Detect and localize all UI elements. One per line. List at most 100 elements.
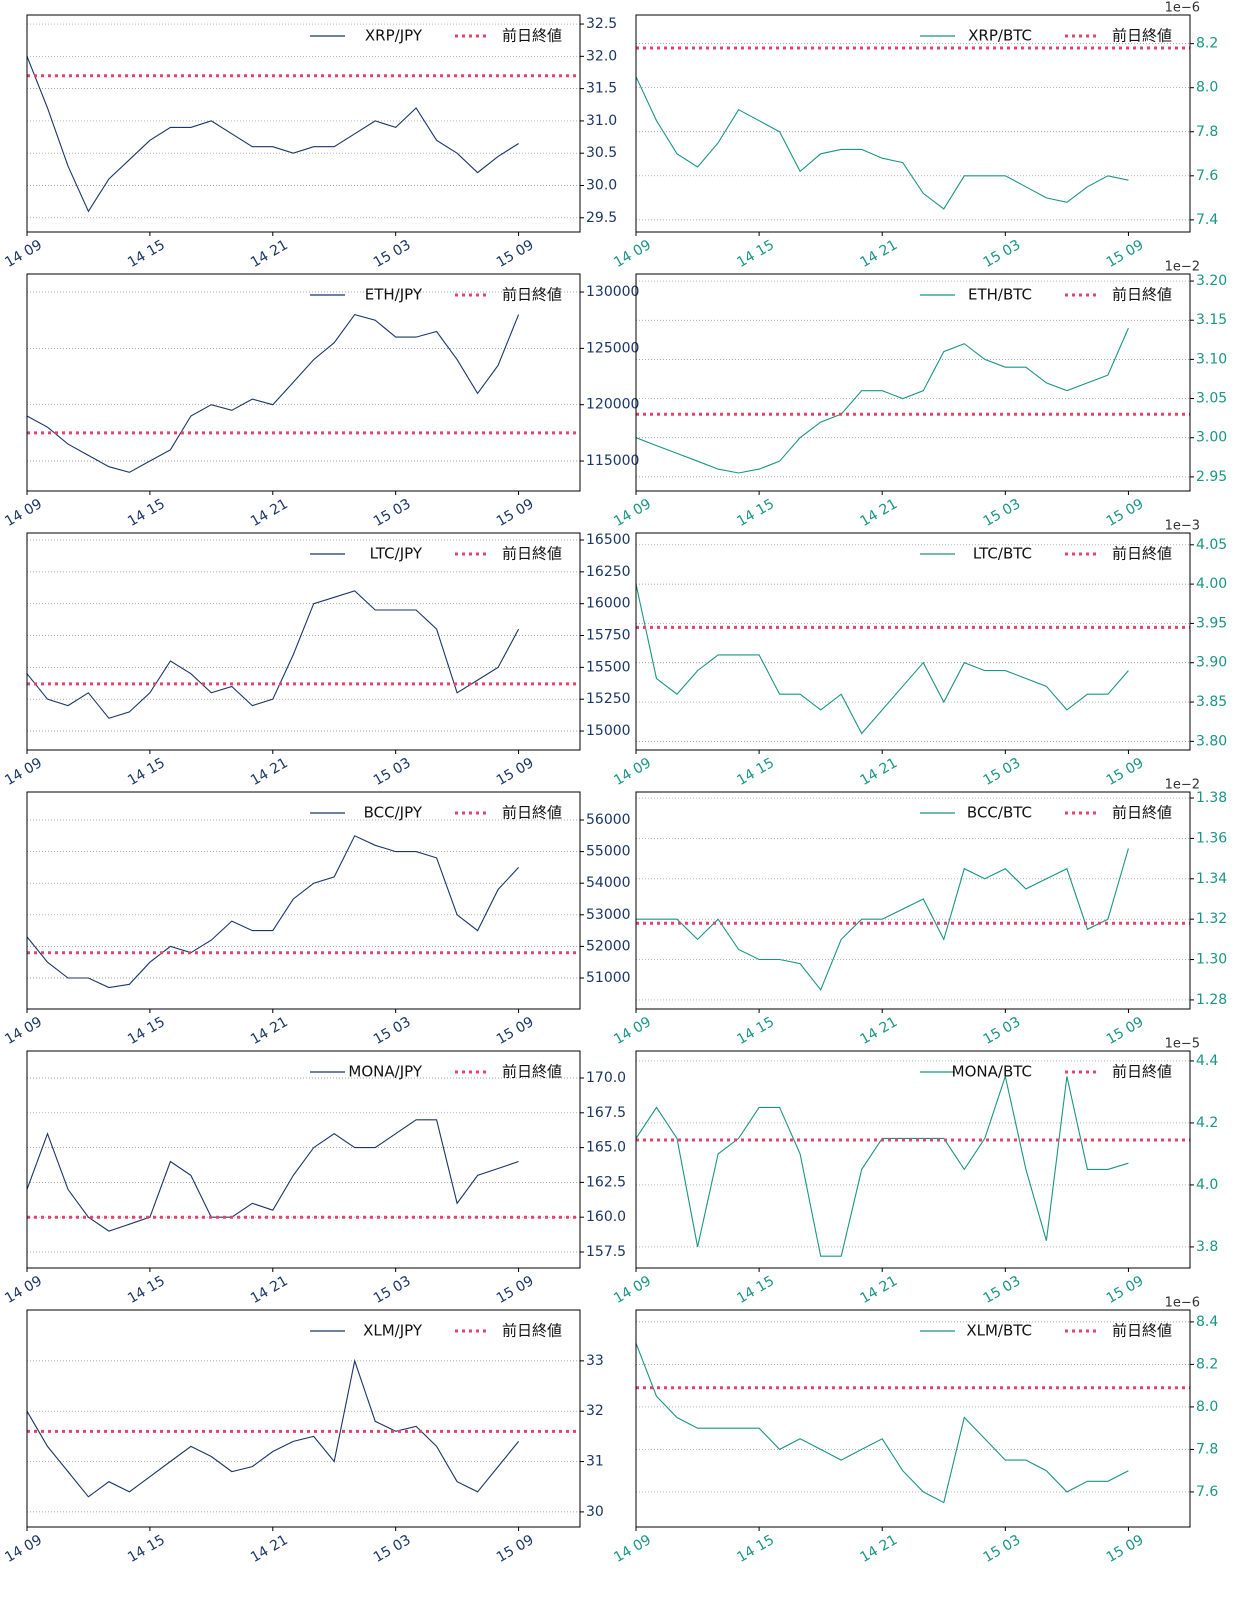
price-line (26, 313, 520, 473)
y-tick-label: 3.80 (1196, 733, 1227, 749)
y-tick-label: 33 (586, 1353, 604, 1369)
x-tick-label: 14 15 (734, 237, 777, 271)
y-tick-label: 31 (586, 1454, 604, 1470)
y-tick-label: 51000 (586, 970, 631, 986)
x-tick-label: 15 03 (371, 1014, 414, 1048)
y-tick-label: 125000 (586, 340, 639, 356)
x-tick-label: 15 09 (494, 496, 537, 530)
y-tick-label: 52000 (586, 938, 631, 954)
offset-text: 1e−5 (1165, 1037, 1200, 1052)
y-tick-label: 8.0 (1196, 1399, 1218, 1415)
plot-frame (635, 273, 1191, 492)
x-tick-label: 15 09 (494, 755, 537, 789)
legend-label: XRP/JPY (365, 27, 423, 45)
y-tick-label: 16500 (586, 532, 631, 548)
x-tick-label: 14 09 (2, 1014, 45, 1048)
legend-label: MONA/BTC (952, 1063, 1032, 1081)
x-tick-label: 15 09 (494, 1014, 537, 1048)
price-line (635, 76, 1129, 210)
legend-label: 前日終値 (502, 286, 562, 304)
y-tick-label: 8.4 (1196, 1314, 1218, 1330)
x-tick-label: 14 21 (248, 755, 291, 789)
plot-frame (26, 1309, 581, 1528)
plot-frame (26, 273, 581, 492)
x-tick-label: 14 09 (611, 237, 654, 271)
y-tick-label: 1.30 (1196, 952, 1227, 968)
y-tick-label: 7.4 (1196, 212, 1218, 228)
x-tick-label: 14 21 (248, 1014, 291, 1048)
legend-label: MONA/JPY (348, 1063, 422, 1081)
y-tick-label: 165.0 (586, 1140, 626, 1156)
legend-label: BCC/BTC (967, 804, 1032, 822)
legend-label: 前日終値 (502, 1063, 562, 1081)
x-tick-label: 14 15 (125, 1014, 168, 1048)
x-tick-label: 15 09 (1104, 755, 1147, 789)
x-tick-label: 15 03 (371, 1532, 414, 1566)
x-tick-label: 14 09 (2, 1532, 45, 1566)
legend-label: XRP/BTC (968, 27, 1032, 45)
x-tick-label: 15 09 (494, 1273, 537, 1307)
y-tick-label: 16250 (586, 564, 631, 580)
y-tick-label: 3.15 (1196, 312, 1227, 328)
y-tick-label: 3.90 (1196, 655, 1227, 671)
y-tick-label: 130000 (586, 284, 639, 300)
price-line (26, 1358, 520, 1498)
y-tick-label: 8.2 (1196, 1356, 1218, 1372)
y-tick-label: 1.36 (1196, 830, 1227, 846)
y-tick-label: 15000 (586, 723, 631, 739)
x-tick-label: 14 09 (2, 237, 45, 271)
y-tick-label: 31.5 (586, 81, 617, 97)
y-tick-label: 8.0 (1196, 80, 1218, 96)
offset-text: 1e−6 (1165, 1, 1200, 16)
y-tick-label: 55000 (586, 844, 631, 860)
legend-label: XLM/JPY (363, 1322, 423, 1340)
price-line (26, 56, 519, 213)
y-tick-label: 170.0 (586, 1070, 626, 1086)
plot-frame (26, 14, 581, 233)
x-tick-label: 15 03 (371, 755, 414, 789)
y-tick-label: 4.00 (1196, 576, 1227, 592)
plot-frame (26, 532, 581, 751)
legend-label: XLM/BTC (966, 1322, 1032, 1340)
y-tick-label: 16000 (586, 596, 631, 612)
x-tick-label: 14 09 (611, 496, 654, 530)
y-tick-label: 15750 (586, 628, 631, 644)
x-tick-label: 14 15 (734, 1014, 777, 1048)
x-tick-label: 14 09 (611, 755, 654, 789)
plot-frame (635, 791, 1191, 1010)
y-tick-label: 32 (586, 1403, 604, 1419)
offset-text: 1e−2 (1165, 260, 1200, 275)
y-tick-label: 30.0 (586, 178, 617, 194)
legend-label: ETH/JPY (365, 286, 423, 304)
y-tick-label: 7.6 (1196, 168, 1218, 184)
y-tick-label: 3.85 (1196, 694, 1227, 710)
x-tick-label: 15 09 (494, 237, 537, 271)
x-tick-label: 15 03 (981, 755, 1024, 789)
y-tick-label: 3.8 (1196, 1239, 1218, 1255)
x-tick-label: 14 21 (858, 237, 901, 271)
y-tick-label: 4.0 (1196, 1177, 1218, 1193)
plot-frame (26, 791, 581, 1010)
x-tick-label: 14 21 (858, 755, 901, 789)
price-line (635, 327, 1129, 474)
legend-label: 前日終値 (1112, 27, 1172, 45)
y-tick-label: 53000 (586, 907, 631, 923)
x-tick-label: 14 21 (248, 496, 291, 530)
offset-text: 1e−3 (1165, 519, 1200, 534)
x-tick-label: 14 21 (248, 1273, 291, 1307)
plot-frame (635, 532, 1191, 751)
y-tick-label: 160.0 (586, 1209, 626, 1225)
x-tick-label: 14 21 (248, 1532, 291, 1566)
y-tick-label: 1.38 (1196, 790, 1227, 806)
y-tick-label: 157.5 (586, 1244, 626, 1260)
x-tick-label: 15 09 (1104, 496, 1147, 530)
x-tick-label: 14 15 (734, 755, 777, 789)
x-tick-label: 14 09 (611, 1532, 654, 1566)
y-tick-label: 4.05 (1196, 537, 1227, 553)
y-tick-label: 30 (586, 1504, 604, 1520)
x-tick-label: 15 03 (371, 237, 414, 271)
x-tick-label: 14 09 (2, 755, 45, 789)
legend-label: 前日終値 (1112, 804, 1172, 822)
x-tick-label: 15 09 (1104, 237, 1147, 271)
y-tick-label: 54000 (586, 875, 631, 891)
